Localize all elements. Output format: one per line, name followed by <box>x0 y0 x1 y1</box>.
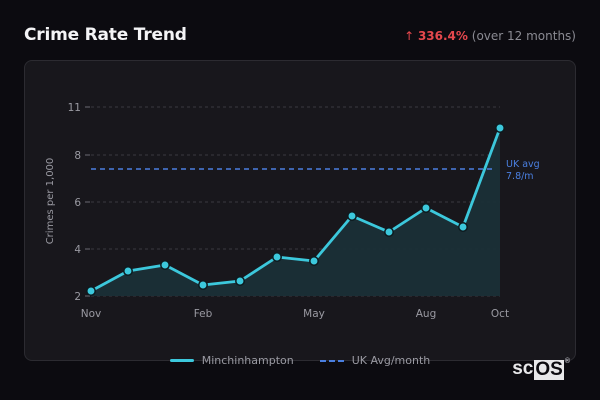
avg-annotation-line2: 7.8/m <box>506 171 534 182</box>
data-point[interactable] <box>235 276 245 286</box>
legend-label: Minchinhampton <box>201 354 294 367</box>
legend-item-series[interactable]: Minchinhampton <box>169 354 294 367</box>
xtick-label: May <box>303 308 325 320</box>
logo-text: sc <box>512 358 534 379</box>
solid-line-swatch-icon <box>169 359 194 362</box>
ytick-label: 6 <box>74 197 81 209</box>
data-point[interactable] <box>160 260 170 270</box>
data-point[interactable] <box>384 227 394 237</box>
data-point[interactable] <box>495 123 505 133</box>
dashed-line-swatch-icon <box>319 359 344 362</box>
data-point[interactable] <box>309 256 319 266</box>
data-point[interactable] <box>458 222 468 232</box>
ytick-label: 8 <box>74 150 81 162</box>
data-point[interactable] <box>347 211 357 221</box>
trend-up-icon: ↑ <box>404 29 415 43</box>
legend-item-uk-avg[interactable]: UK Avg/month <box>319 354 431 367</box>
legend-label: UK Avg/month <box>351 354 431 367</box>
change-period: (over 12 months) <box>471 29 576 43</box>
page-title: Crime Rate Trend <box>24 25 187 45</box>
change-summary: ↑ 336.4% (over 12 months) <box>404 29 576 43</box>
logo-text-highlight: OS <box>534 359 564 380</box>
xtick-label: Feb <box>194 308 213 320</box>
y-axis-label: Crimes per 1,000 <box>45 158 56 245</box>
xtick-label: Oct <box>491 308 509 320</box>
xtick-label: Aug <box>416 308 437 320</box>
change-percent: 336.4% <box>417 29 468 43</box>
data-point[interactable] <box>123 266 133 276</box>
data-point[interactable] <box>86 286 96 296</box>
data-point[interactable] <box>272 252 282 262</box>
registered-icon: ® <box>564 358 570 365</box>
scos-logo: sc OS ® <box>512 358 570 380</box>
data-point[interactable] <box>421 203 431 213</box>
ytick-label: 11 <box>68 102 81 114</box>
data-point[interactable] <box>198 280 208 290</box>
xtick-label: Nov <box>81 308 102 320</box>
ytick-label: 4 <box>74 244 81 256</box>
avg-annotation-line1: UK avg <box>506 159 540 170</box>
chart-legend: Minchinhampton UK Avg/month <box>0 354 600 367</box>
series-line <box>90 127 502 293</box>
series-area <box>91 128 500 296</box>
ytick-label: 2 <box>74 291 81 303</box>
